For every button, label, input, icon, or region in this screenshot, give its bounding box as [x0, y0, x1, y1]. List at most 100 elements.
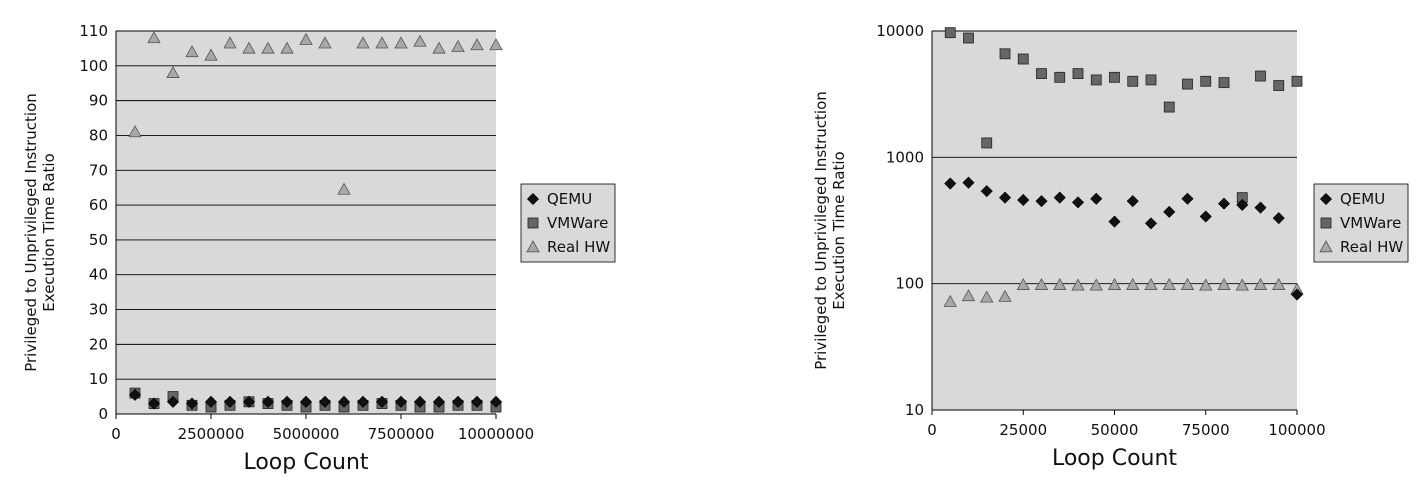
data-point: [1090, 74, 1102, 86]
data-point: [166, 65, 180, 78]
data-point: [204, 395, 218, 408]
data-point: [981, 137, 993, 149]
data-point: [1108, 215, 1121, 228]
data-point: [1017, 193, 1030, 206]
data-point: [1071, 278, 1085, 291]
plot-area: [116, 31, 496, 414]
legend-marker: [527, 217, 539, 229]
data-point: [1072, 68, 1084, 80]
data-point: [1054, 71, 1066, 83]
data-point: [1272, 212, 1285, 225]
data-point: [944, 27, 956, 39]
x-tick-label: 0: [927, 421, 937, 439]
data-point: [1127, 75, 1139, 87]
data-point: [261, 41, 275, 54]
y-tick-label: 1000: [886, 148, 924, 166]
legend-label: Real HW: [1340, 238, 1403, 256]
x-tick-label: 100000: [1268, 421, 1325, 439]
series-qemu: [128, 388, 503, 410]
chart-panel-1: 0 10 20 30 40 50 60 70 80 90 100 110 0 2500000 5000000…: [22, 22, 616, 475]
data-point: [128, 125, 142, 138]
data-point: [1272, 277, 1286, 290]
data-point: [166, 395, 180, 408]
data-point: [1162, 277, 1176, 290]
legend-marker: [526, 192, 540, 206]
data-point: [451, 39, 465, 52]
data-point: [147, 397, 161, 410]
data-point: [1199, 278, 1213, 291]
data-point: [1035, 195, 1048, 208]
legend-marker: [1319, 192, 1333, 206]
data-point: [1273, 80, 1285, 91]
data-point: [1144, 217, 1158, 230]
x-axis-label: Loop Count: [1052, 446, 1177, 471]
legend-label: Real HW: [547, 238, 610, 256]
data-point: [1291, 75, 1303, 87]
y-tick-label: 10: [905, 401, 924, 419]
legend-marker: [1320, 217, 1332, 229]
x-tick-label: 7500000: [368, 425, 435, 443]
data-point: [998, 191, 1012, 204]
data-point: [280, 41, 294, 54]
data-point: [299, 395, 313, 408]
data-point: [1236, 198, 1249, 211]
y-tick-label: 0: [98, 405, 108, 423]
y-tick-label: 90: [89, 92, 108, 110]
y-tick-label: 60: [89, 196, 108, 214]
data-point: [147, 31, 161, 44]
data-point: [1217, 197, 1231, 210]
data-point: [943, 294, 957, 307]
legend-label: VMWare: [547, 214, 608, 232]
data-point: [998, 289, 1012, 302]
data-point: [1235, 278, 1249, 291]
legend-label: QEMU: [547, 190, 592, 208]
data-point: [394, 36, 408, 49]
data-point: [1126, 195, 1139, 208]
series-real-hw: [128, 31, 503, 195]
y-tick-label: 10000: [876, 22, 924, 40]
data-point: [1017, 53, 1029, 65]
x-tick-label: 50000: [1091, 421, 1139, 439]
y-tick-label: 30: [89, 301, 108, 319]
data-point: [280, 395, 294, 408]
legend-marker: [526, 240, 540, 253]
data-point: [413, 395, 427, 408]
data-point: [1200, 75, 1212, 87]
data-point: [1053, 191, 1066, 204]
x-tick-label: 10000000: [458, 425, 534, 443]
legend-label: VMWare: [1340, 214, 1401, 232]
data-point: [1290, 288, 1304, 301]
data-point: [318, 36, 332, 49]
y-axis-label-line-1: Privileged to Unprivileged Instruction: [22, 93, 40, 372]
y-tick-label: 10: [89, 370, 108, 388]
data-point: [223, 395, 237, 408]
data-point: [451, 395, 465, 408]
x-tick-label: 0: [111, 425, 121, 443]
x-tick-label: 2500000: [178, 425, 245, 443]
data-point: [261, 395, 275, 408]
series-qemu: [944, 176, 1304, 301]
data-point: [1036, 68, 1047, 80]
data-point: [1217, 277, 1231, 290]
legend-marker: [1319, 240, 1333, 253]
data-point: [1053, 277, 1067, 290]
data-point: [1163, 205, 1176, 218]
data-point: [394, 395, 408, 408]
y-tick-label: 70: [89, 161, 108, 179]
data-point: [128, 388, 142, 401]
data-point: [489, 38, 503, 51]
data-point: [1109, 71, 1120, 83]
x-axis-label: Loop Count: [243, 450, 368, 475]
y-tick-label: 40: [89, 266, 108, 284]
data-point: [204, 48, 218, 61]
data-point: [299, 32, 313, 45]
data-point: [1089, 278, 1103, 291]
data-point: [375, 36, 389, 49]
data-point: [432, 395, 446, 408]
data-point: [980, 185, 993, 198]
data-point: [980, 290, 994, 303]
data-point: [223, 36, 237, 49]
legend-label: QEMU: [1340, 190, 1385, 208]
